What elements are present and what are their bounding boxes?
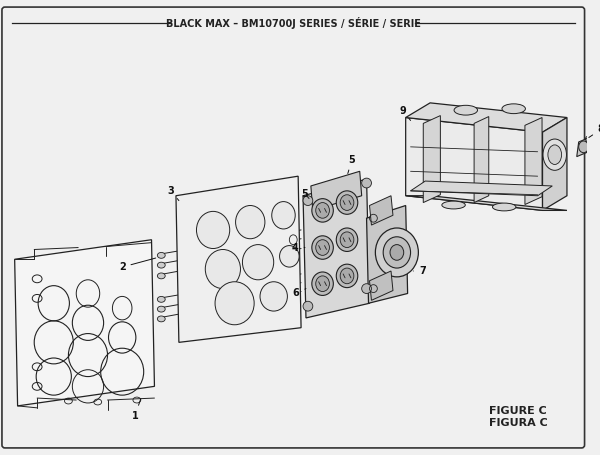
Polygon shape — [423, 116, 440, 202]
Polygon shape — [370, 271, 393, 300]
Ellipse shape — [316, 202, 329, 218]
Ellipse shape — [242, 245, 274, 280]
Ellipse shape — [272, 202, 295, 229]
Ellipse shape — [340, 195, 354, 210]
Ellipse shape — [340, 268, 354, 284]
Ellipse shape — [236, 206, 265, 239]
Ellipse shape — [383, 237, 410, 268]
Polygon shape — [525, 117, 542, 205]
Text: 8: 8 — [589, 124, 600, 137]
Ellipse shape — [442, 201, 465, 209]
Text: FIGURE C: FIGURE C — [489, 406, 547, 416]
Ellipse shape — [312, 236, 334, 259]
Polygon shape — [542, 117, 567, 210]
Ellipse shape — [280, 246, 299, 267]
Ellipse shape — [316, 240, 329, 255]
Polygon shape — [303, 179, 370, 318]
FancyBboxPatch shape — [2, 7, 584, 448]
Ellipse shape — [390, 245, 404, 260]
Polygon shape — [406, 117, 542, 210]
Ellipse shape — [454, 105, 478, 115]
Polygon shape — [410, 181, 552, 196]
Ellipse shape — [157, 296, 165, 302]
Text: 7: 7 — [413, 266, 425, 276]
Text: 3: 3 — [167, 186, 179, 201]
Text: 6: 6 — [293, 288, 306, 298]
Ellipse shape — [543, 139, 566, 170]
Polygon shape — [367, 206, 407, 303]
Ellipse shape — [362, 284, 371, 293]
Text: 1: 1 — [131, 399, 141, 421]
Text: FIGURA C: FIGURA C — [489, 419, 547, 429]
Ellipse shape — [157, 262, 165, 268]
Ellipse shape — [362, 178, 371, 188]
Ellipse shape — [157, 316, 165, 322]
Ellipse shape — [376, 228, 418, 277]
Text: 9: 9 — [400, 106, 410, 121]
Ellipse shape — [157, 306, 165, 312]
Ellipse shape — [336, 228, 358, 252]
Polygon shape — [406, 196, 567, 210]
Polygon shape — [370, 196, 393, 225]
Ellipse shape — [493, 203, 516, 211]
Polygon shape — [577, 137, 590, 157]
Ellipse shape — [196, 212, 230, 248]
Ellipse shape — [312, 272, 334, 295]
Ellipse shape — [336, 191, 358, 214]
Ellipse shape — [157, 253, 165, 258]
Text: 2: 2 — [119, 258, 155, 272]
Ellipse shape — [336, 264, 358, 288]
Ellipse shape — [215, 282, 254, 325]
Ellipse shape — [157, 273, 165, 279]
Text: BLACK MAX – BM10700J SERIES / SÉRIE / SERIE: BLACK MAX – BM10700J SERIES / SÉRIE / SE… — [166, 17, 421, 29]
Ellipse shape — [548, 145, 562, 164]
Text: 5: 5 — [348, 155, 355, 173]
Polygon shape — [176, 176, 301, 342]
Ellipse shape — [502, 104, 526, 114]
Ellipse shape — [312, 199, 334, 222]
Ellipse shape — [316, 276, 329, 292]
Ellipse shape — [578, 141, 589, 153]
Ellipse shape — [205, 249, 241, 288]
Polygon shape — [14, 240, 154, 406]
Ellipse shape — [303, 196, 313, 206]
Ellipse shape — [340, 232, 354, 248]
Ellipse shape — [303, 301, 313, 311]
Ellipse shape — [260, 282, 287, 311]
Text: 5: 5 — [302, 189, 309, 199]
Polygon shape — [406, 103, 567, 132]
Polygon shape — [311, 171, 362, 210]
Polygon shape — [474, 116, 489, 202]
Text: 4: 4 — [292, 243, 305, 253]
